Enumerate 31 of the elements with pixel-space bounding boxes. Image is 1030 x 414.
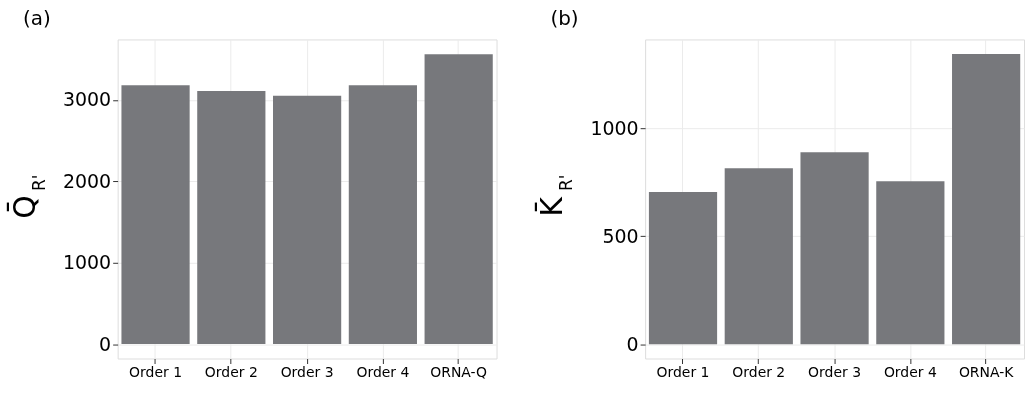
bar [197,90,266,345]
bar [273,95,342,345]
x-tick-label: Order 3 [808,363,862,380]
y-tick-label: 0 [99,332,112,355]
x-tick-label: Order 4 [356,363,410,380]
y-axis-title: Q̄R' [6,174,49,219]
x-tick-label: Order 2 [732,363,786,380]
x-tick-label: Order 1 [129,363,182,380]
y-tick-label: 3000 [62,88,112,111]
y-tick-label: 0 [626,332,639,355]
y-tick-label: 1000 [62,251,112,274]
x-tick-label: Order 2 [204,363,258,380]
chart-title: (b) [550,6,579,31]
chart-title: (a) [22,6,51,31]
x-tick-label: ORNA-Q [430,363,488,380]
bar [800,152,869,345]
bar [724,168,793,345]
y-tick-label: 2000 [62,169,112,192]
bar [424,54,493,345]
y-tick-label: 500 [602,224,639,247]
x-tick-label: Order 4 [883,363,937,380]
y-axis-title: K̄R' [533,174,577,217]
x-tick-label: Order 1 [656,363,710,380]
x-tick-label: ORNA-K [958,363,1015,380]
bar [348,85,417,345]
bar [876,181,945,345]
bar [648,192,718,345]
bar [121,85,190,345]
x-tick-label: Order 3 [280,363,334,380]
y-tick-label: 1000 [590,116,639,139]
bar [952,53,1021,345]
